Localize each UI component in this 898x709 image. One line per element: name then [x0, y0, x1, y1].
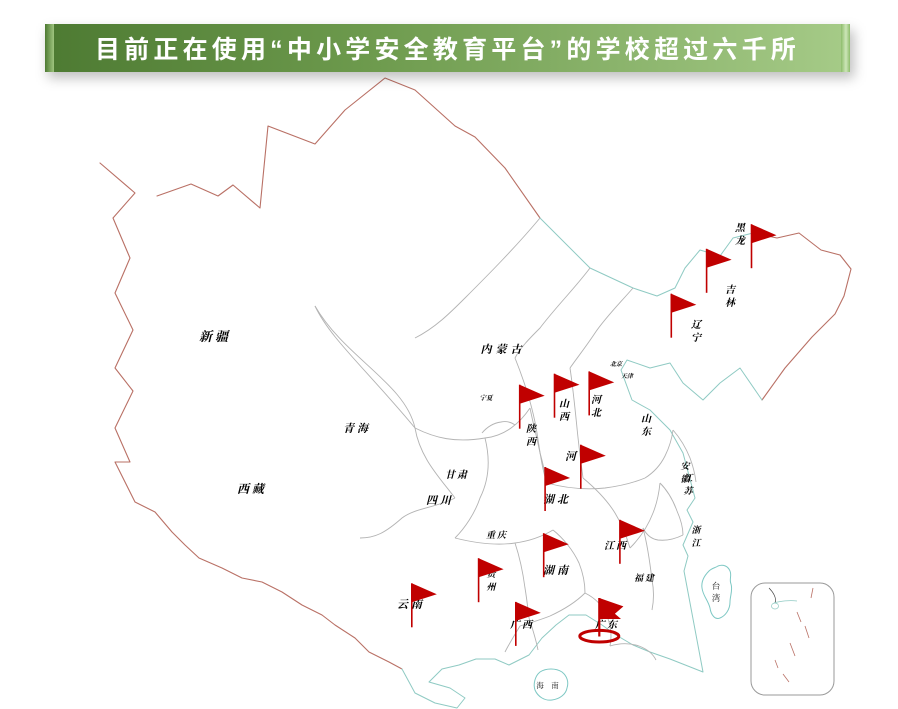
svg-text:台: 台	[712, 581, 721, 591]
svg-text:湖南: 湖南	[543, 562, 571, 578]
svg-text:龙: 龙	[735, 232, 746, 247]
svg-text:湖北: 湖北	[543, 491, 571, 507]
svg-text:新疆: 新疆	[199, 326, 231, 345]
svg-text:甘肃: 甘肃	[445, 466, 469, 481]
svg-text:海: 海	[536, 680, 544, 690]
svg-text:浙: 浙	[691, 523, 702, 536]
svg-text:天津: 天津	[621, 371, 634, 380]
svg-text:福建: 福建	[634, 571, 656, 584]
svg-text:湾: 湾	[712, 593, 721, 603]
svg-text:青海: 青海	[343, 420, 371, 436]
svg-text:江: 江	[691, 536, 702, 549]
svg-text:四川: 四川	[426, 492, 454, 508]
svg-text:西藏: 西藏	[237, 480, 267, 497]
svg-text:重庆: 重庆	[486, 528, 508, 541]
svg-text:南: 南	[551, 680, 559, 690]
svg-text:北京: 北京	[610, 359, 623, 368]
svg-text:江西: 江西	[604, 537, 628, 552]
svg-text:宁夏: 宁夏	[480, 393, 495, 402]
svg-text:内蒙古: 内蒙古	[481, 341, 526, 357]
